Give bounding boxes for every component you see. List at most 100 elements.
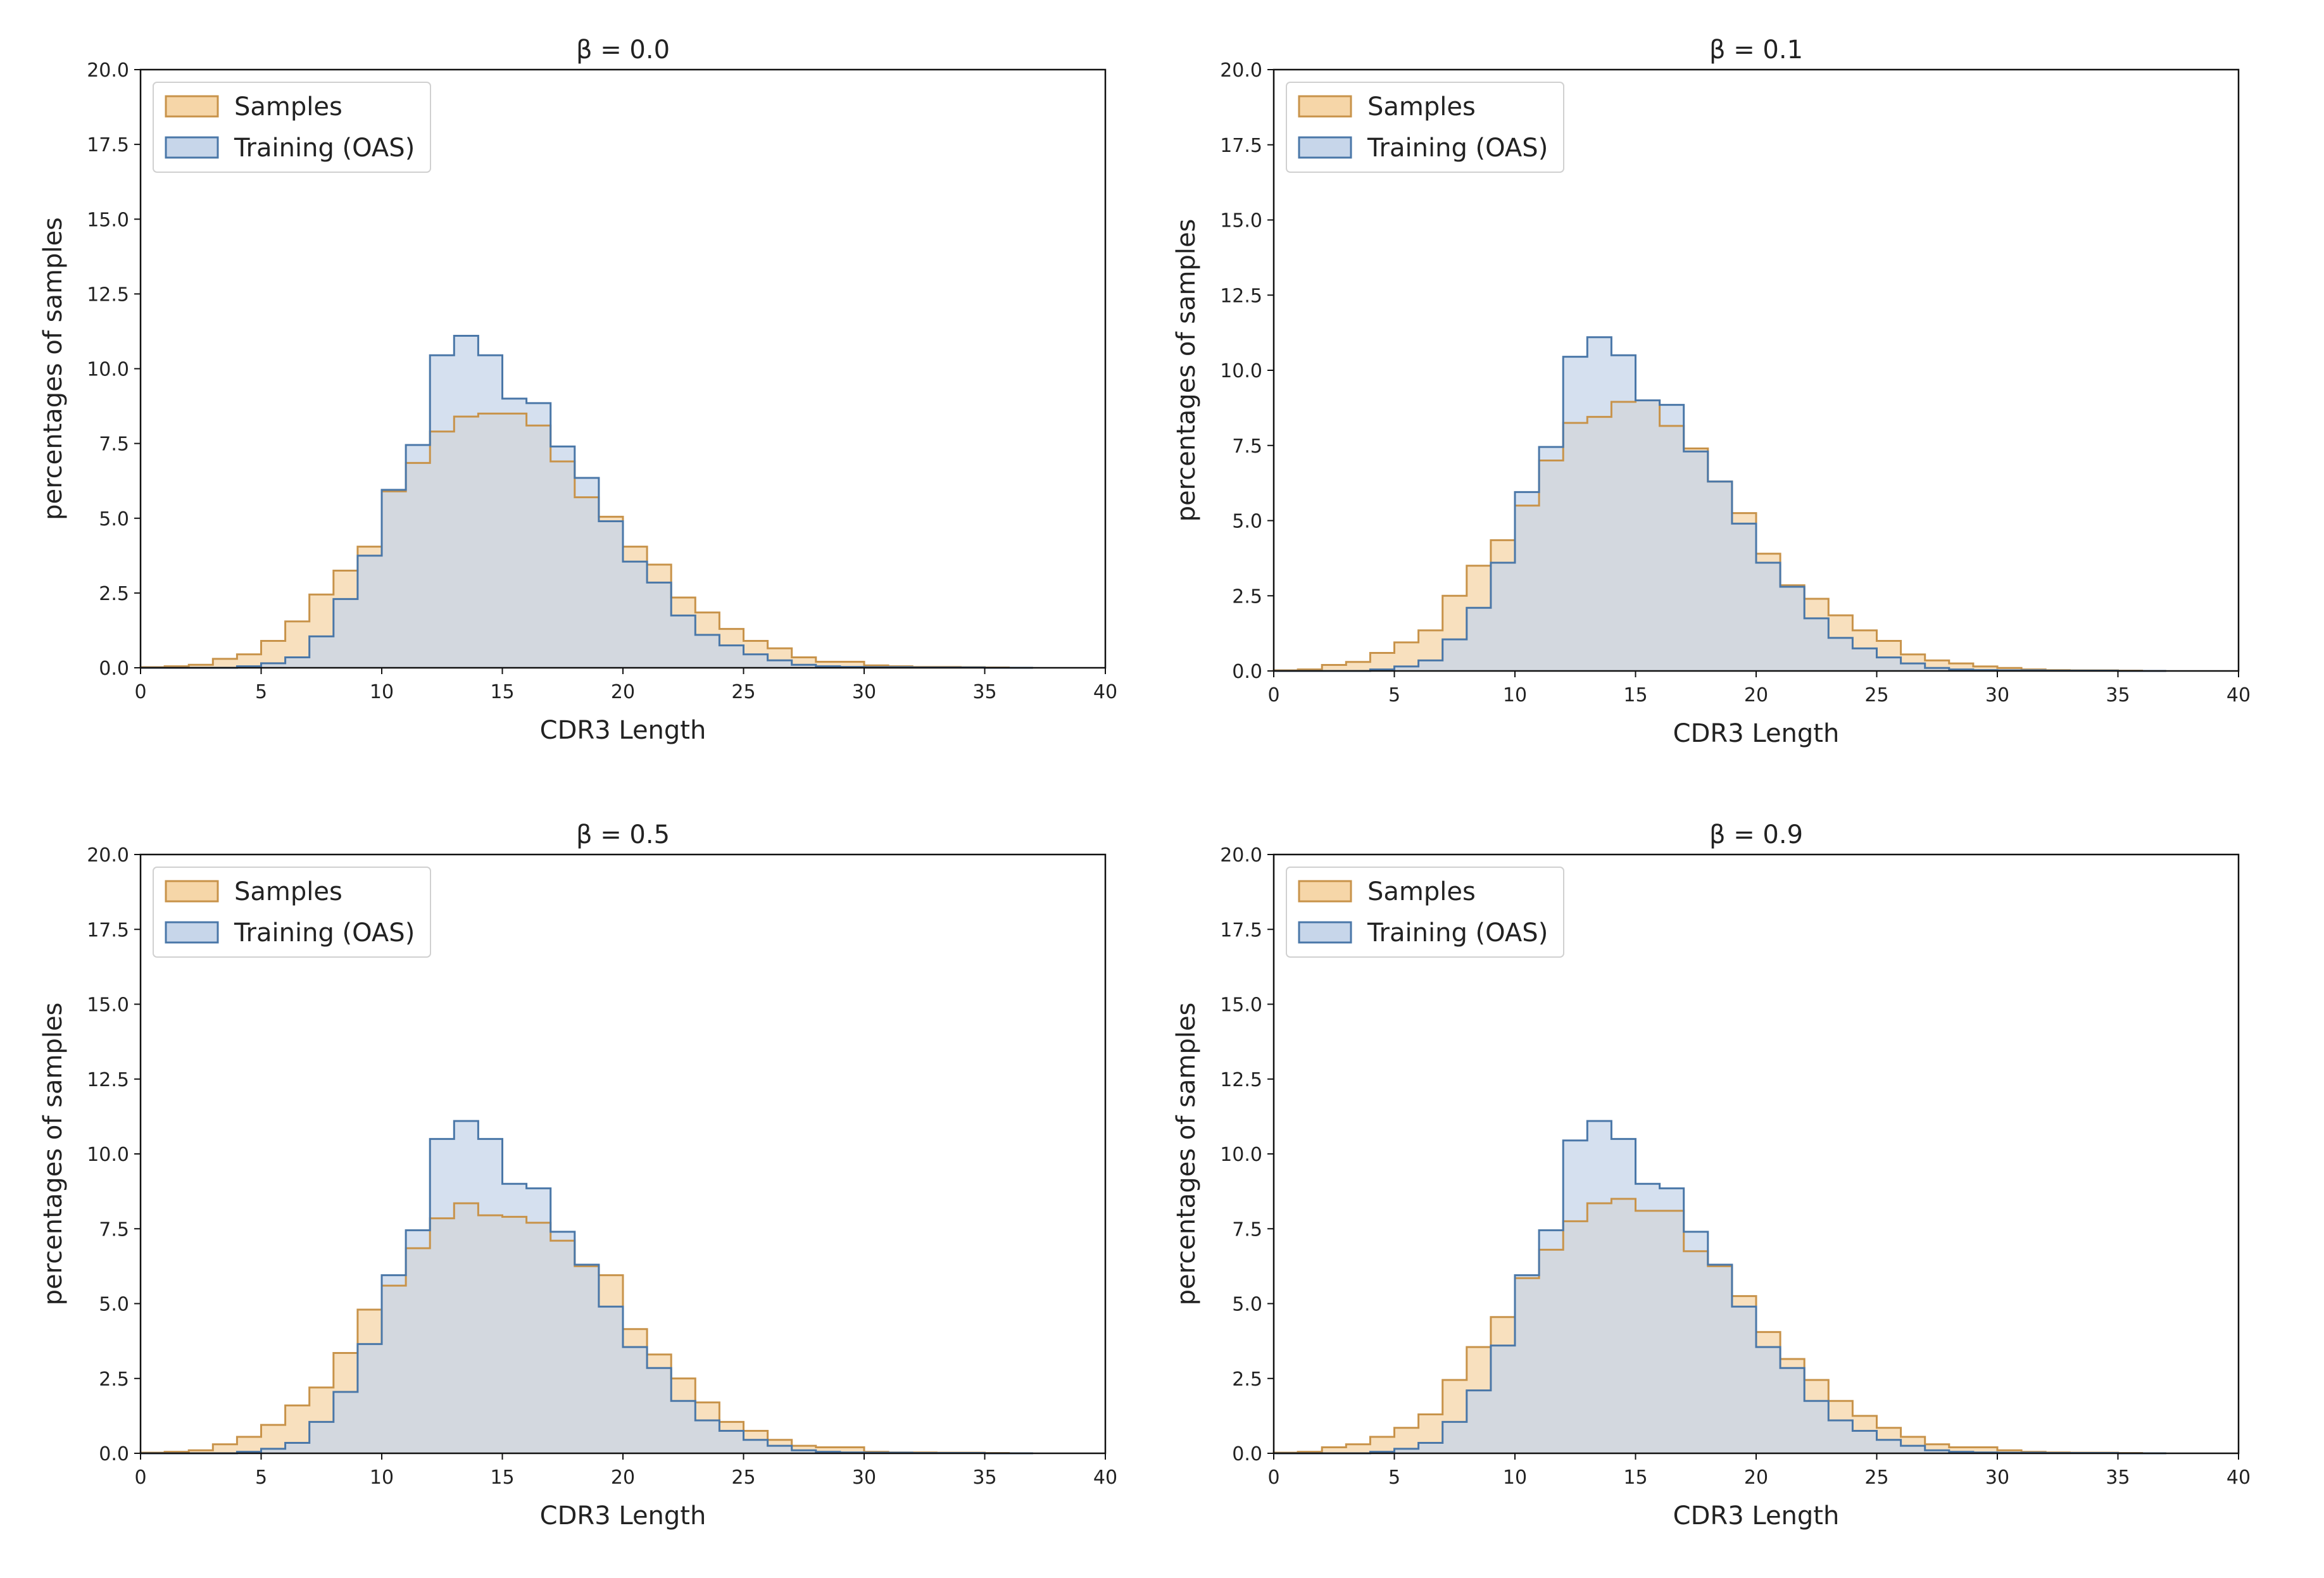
x-tick-label: 5 bbox=[1388, 1467, 1400, 1489]
training-histogram-fill bbox=[1274, 1120, 2166, 1453]
y-tick-label: 7.5 bbox=[99, 434, 129, 456]
training-histogram-fill bbox=[1274, 337, 2166, 671]
x-tick-label: 30 bbox=[852, 1467, 876, 1489]
x-tick-label: 5 bbox=[255, 681, 267, 703]
x-tick-label: 15 bbox=[1623, 684, 1647, 706]
x-tick-label: 5 bbox=[255, 1467, 267, 1489]
x-tick-label: 5 bbox=[1388, 684, 1400, 706]
y-tick-label: 5.0 bbox=[1232, 1294, 1262, 1316]
training-histogram-edge bbox=[1274, 1120, 2166, 1455]
x-axis-label: CDR3 Length bbox=[540, 716, 707, 745]
x-tick-label: 20 bbox=[1744, 1467, 1768, 1489]
x-tick-label: 15 bbox=[1623, 1467, 1647, 1489]
y-tick-label: 12.5 bbox=[87, 284, 129, 306]
legend-label-training: Training (OAS) bbox=[234, 918, 415, 948]
y-axis-label: percentages of samples bbox=[1172, 1003, 1201, 1306]
y-axis-label: percentages of samples bbox=[39, 217, 68, 520]
legend-label-training: Training (OAS) bbox=[1367, 918, 1548, 948]
chart-panel-2: 0 5 10 15 20 25 30 35 40 0.0 2.5 5.0 7.5 10.0 12.5 15.0… bbox=[1172, 35, 2251, 748]
legend-label-samples: Samples bbox=[1367, 877, 1476, 906]
x-tick-label: 0 bbox=[134, 1467, 146, 1489]
y-tick-label: 20.0 bbox=[87, 59, 129, 82]
y-tick-label: 20.0 bbox=[1220, 844, 1262, 867]
x-axis-label: CDR3 Length bbox=[540, 1501, 707, 1531]
y-tick-label: 17.5 bbox=[87, 919, 129, 941]
legend: Samples Training (OAS) bbox=[153, 82, 431, 173]
x-tick-label: 40 bbox=[1093, 1467, 1117, 1489]
chart-panel-4: 0 5 10 15 20 25 30 35 40 0.0 2.5 5.0 7.5 10.0 12.5 15.0… bbox=[1172, 820, 2251, 1531]
legend-label-samples: Samples bbox=[234, 92, 342, 122]
legend: Samples Training (OAS) bbox=[1286, 867, 1564, 958]
x-tick-label: 30 bbox=[1985, 1467, 2009, 1489]
legend-swatch-samples bbox=[165, 880, 219, 903]
x-tick-label: 15 bbox=[490, 1467, 514, 1489]
y-tick-label: 17.5 bbox=[87, 134, 129, 156]
x-tick-label: 25 bbox=[1864, 684, 1888, 706]
legend: Samples Training (OAS) bbox=[153, 867, 431, 958]
x-tick-label: 35 bbox=[972, 681, 996, 703]
chart-title: β = 0.1 bbox=[1709, 35, 1803, 65]
y-tick-label: 5.0 bbox=[1232, 511, 1262, 533]
chart-title: β = 0.9 bbox=[1709, 820, 1803, 849]
y-tick-label: 12.5 bbox=[87, 1069, 129, 1091]
y-tick-label: 15.0 bbox=[1220, 210, 1262, 232]
y-tick-label: 2.5 bbox=[1232, 1368, 1262, 1391]
legend-box bbox=[1286, 867, 1564, 958]
x-tick-label: 20 bbox=[1744, 684, 1768, 706]
x-tick-label: 35 bbox=[2106, 684, 2130, 706]
y-tick-label: 0.0 bbox=[1232, 661, 1262, 683]
y-tick-label: 15.0 bbox=[1220, 994, 1262, 1017]
x-tick-label: 40 bbox=[2227, 684, 2251, 706]
training-histogram-fill bbox=[141, 335, 1033, 668]
y-tick-label: 7.5 bbox=[99, 1218, 129, 1241]
samples-histogram-edge bbox=[139, 1202, 1033, 1455]
legend-label-training: Training (OAS) bbox=[234, 134, 415, 163]
training-histogram-edge bbox=[141, 1120, 1033, 1455]
legend-label-training: Training (OAS) bbox=[1367, 134, 1548, 163]
y-axis-label: percentages of samples bbox=[1172, 219, 1201, 522]
x-tick-label: 25 bbox=[731, 681, 755, 703]
x-tick-label: 35 bbox=[2106, 1467, 2130, 1489]
legend: Samples Training (OAS) bbox=[1286, 82, 1564, 173]
x-tick-label: 40 bbox=[1093, 681, 1117, 703]
y-tick-label: 10.0 bbox=[87, 359, 129, 381]
x-tick-label: 0 bbox=[1267, 1467, 1279, 1489]
y-tick-label: 12.5 bbox=[1220, 285, 1262, 307]
x-tick-label: 35 bbox=[972, 1467, 996, 1489]
y-tick-label: 15.0 bbox=[87, 209, 129, 231]
y-tick-label: 7.5 bbox=[1232, 435, 1262, 458]
chart-title: β = 0.5 bbox=[576, 820, 670, 849]
y-tick-label: 2.5 bbox=[1232, 585, 1262, 608]
legend-label-samples: Samples bbox=[1367, 92, 1476, 122]
y-tick-label: 2.5 bbox=[99, 583, 129, 605]
x-tick-label: 10 bbox=[370, 681, 394, 703]
y-tick-label: 15.0 bbox=[87, 994, 129, 1017]
x-tick-label: 15 bbox=[490, 681, 514, 703]
training-histogram-edge bbox=[1274, 336, 2166, 672]
y-tick-label: 5.0 bbox=[99, 508, 129, 530]
legend-swatch-samples bbox=[165, 95, 219, 118]
legend-swatch-training bbox=[1298, 136, 1352, 159]
training-histogram-edge bbox=[141, 335, 1033, 669]
training-histogram-fill bbox=[141, 1120, 1033, 1453]
y-axis-label: percentages of samples bbox=[39, 1003, 68, 1306]
y-tick-label: 17.5 bbox=[1220, 919, 1262, 941]
x-tick-label: 40 bbox=[2227, 1467, 2251, 1489]
x-tick-label: 30 bbox=[1985, 684, 2009, 706]
chart-panel-1: 0 5 10 15 20 25 30 35 40 0.0 2.5 5.0 7.5 10.0 12.5 15.0… bbox=[39, 35, 1117, 745]
x-tick-label: 30 bbox=[852, 681, 876, 703]
x-tick-label: 10 bbox=[1503, 684, 1527, 706]
y-tick-label: 0.0 bbox=[99, 1443, 129, 1465]
y-tick-label: 10.0 bbox=[1220, 360, 1262, 382]
legend-box bbox=[1286, 82, 1564, 173]
y-tick-label: 7.5 bbox=[1232, 1218, 1262, 1241]
legend-label-samples: Samples bbox=[234, 877, 342, 906]
x-tick-label: 20 bbox=[611, 1467, 635, 1489]
y-tick-label: 0.0 bbox=[1232, 1443, 1262, 1465]
y-tick-label: 10.0 bbox=[87, 1144, 129, 1166]
y-tick-label: 12.5 bbox=[1220, 1069, 1262, 1091]
y-tick-label: 5.0 bbox=[99, 1294, 129, 1316]
y-tick-label: 20.0 bbox=[87, 844, 129, 867]
legend-box bbox=[153, 867, 431, 958]
legend-box bbox=[153, 82, 431, 173]
